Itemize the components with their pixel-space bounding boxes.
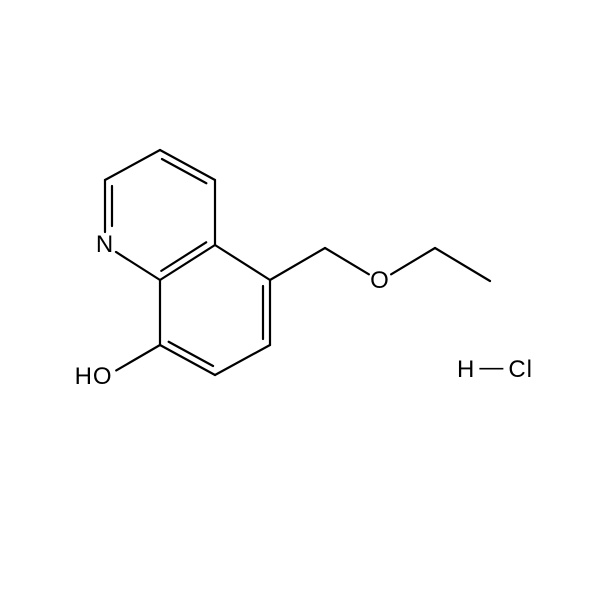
molecule-svg — [0, 0, 600, 600]
atom-label-o11: HO — [75, 363, 113, 391]
counterion-hcl: H—Cl — [457, 356, 533, 384]
atom-label-o13: O — [370, 267, 390, 295]
atom-label-n5: N — [96, 231, 114, 259]
hcl-dash: — — [475, 354, 508, 382]
hcl-h: H — [457, 356, 475, 383]
structure-canvas: N HO O H—Cl — [0, 0, 600, 600]
hcl-cl: Cl — [508, 356, 533, 383]
